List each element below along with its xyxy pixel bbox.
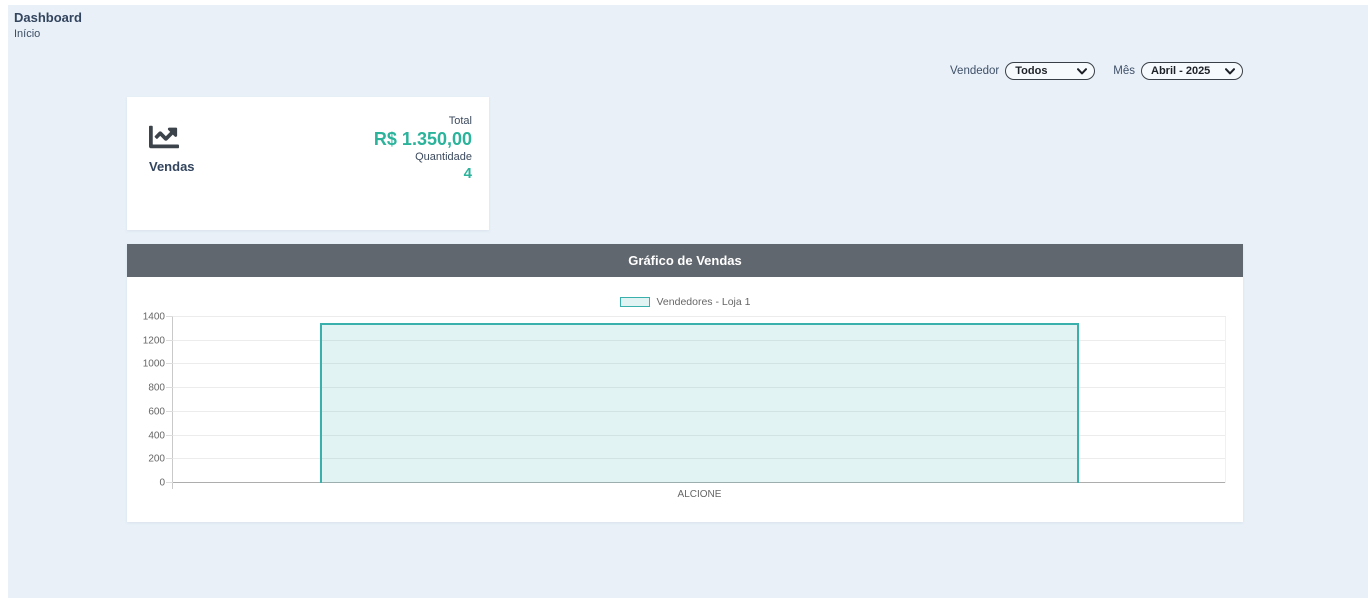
y-axis-line	[172, 317, 173, 489]
tick-mark	[166, 339, 173, 341]
tick-mark	[166, 410, 173, 412]
tick-mark	[166, 434, 173, 436]
y-tick-label: 800	[148, 382, 165, 394]
gridline	[173, 410, 1226, 412]
total-label: Total	[448, 115, 472, 127]
sales-chart-panel: Gráfico de Vendas Vendedores - Loja 1 0 2…	[127, 244, 1243, 522]
y-tick-label: 0	[159, 477, 165, 489]
mes-selected-value: Abril - 2025	[1151, 65, 1211, 77]
gridline	[1225, 317, 1226, 483]
gridline	[173, 363, 1226, 365]
quantity-label: Quantidade	[415, 151, 472, 163]
gridline	[173, 387, 1226, 389]
chart-area: Vendedores - Loja 1 0 200 400 600 800 1000 120…	[127, 277, 1243, 522]
mes-label: Mês	[1113, 65, 1135, 77]
legend-swatch	[619, 297, 650, 307]
gridline	[173, 434, 1226, 436]
mes-filter: Mês Abril - 2025	[1113, 62, 1243, 80]
chart-bar	[320, 322, 1079, 483]
card-metrics: Total R$ 1.350,00 Quantidade 4	[374, 114, 472, 183]
tick-mark	[166, 387, 173, 389]
tick-mark	[166, 482, 173, 483]
sales-summary-card: Vendas Total R$ 1.350,00 Quantidade 4	[127, 97, 489, 230]
filters-bar: Vendedor Todos Mês Abril - 2025	[950, 62, 1243, 80]
legend-item[interactable]: Vendedores - Loja 1	[619, 296, 751, 308]
x-axis-category-label: ALCIONE	[677, 489, 722, 500]
y-tick-label: 600	[148, 406, 165, 418]
y-axis-ticks: 0 200 400 600 800 1000 1200 1400	[127, 312, 165, 489]
vendedor-filter: Vendedor Todos	[950, 62, 1096, 80]
y-tick-label: 1400	[142, 311, 165, 323]
chevron-down-icon	[1077, 67, 1088, 74]
breadcrumb[interactable]: Início	[14, 28, 41, 40]
vendedor-label: Vendedor	[950, 65, 1000, 77]
gridline	[173, 316, 1226, 317]
vendedor-select[interactable]: Todos	[1005, 62, 1096, 80]
gridline	[173, 482, 1226, 483]
tick-mark	[166, 363, 173, 365]
x-axis-labels: ALCIONE	[173, 489, 1226, 500]
gridline	[173, 339, 1226, 341]
chevron-down-icon	[1225, 67, 1235, 74]
y-tick-label: 1000	[142, 358, 165, 370]
vendedor-selected-value: Todos	[1015, 65, 1048, 77]
chart-line-icon	[149, 125, 179, 149]
chart-panel-title: Gráfico de Vendas	[127, 244, 1243, 277]
y-tick-label: 400	[148, 430, 165, 442]
y-tick-label: 1200	[142, 335, 165, 347]
quantity-value: 4	[463, 165, 472, 182]
tick-mark	[166, 316, 173, 317]
mes-select[interactable]: Abril - 2025	[1141, 62, 1243, 80]
y-tick-label: 200	[148, 453, 165, 465]
gridline	[173, 458, 1226, 460]
page-title: Dashboard	[14, 10, 82, 25]
chart-legend: Vendedores - Loja 1	[127, 296, 1243, 308]
card-label: Vendas	[149, 159, 195, 174]
total-value: R$ 1.350,00	[373, 129, 472, 149]
chart-plot	[166, 316, 1226, 489]
tick-mark	[166, 458, 173, 460]
legend-label: Vendedores - Loja 1	[656, 296, 751, 308]
